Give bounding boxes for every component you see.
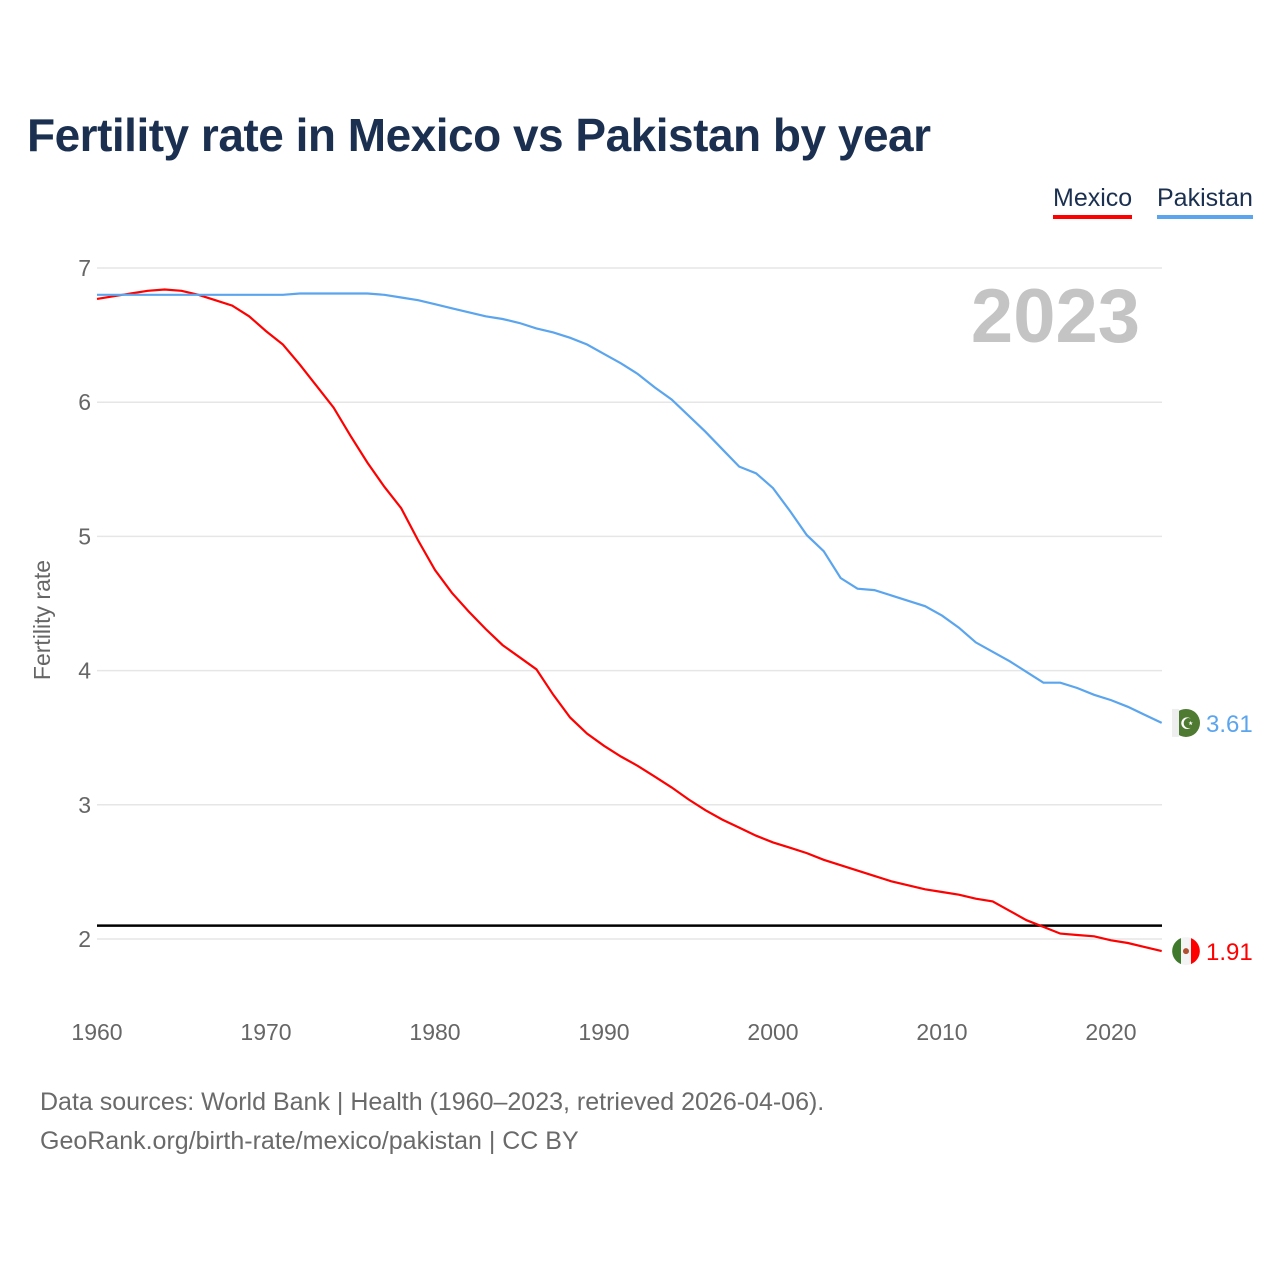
- y-tick-label: 2: [78, 926, 91, 952]
- x-tick-label: 2000: [747, 1019, 798, 1045]
- y-tick-label: 7: [78, 255, 91, 281]
- legend-pakistan[interactable]: Pakistan: [1157, 184, 1253, 219]
- crescent-icon: ☪: [1180, 716, 1194, 733]
- x-tick-label: 1990: [578, 1019, 629, 1045]
- pakistan-flag-stripe: [1172, 708, 1179, 737]
- x-tick-label: 1960: [71, 1019, 122, 1045]
- end-value-label-mexico: 1.91: [1206, 939, 1253, 966]
- y-tick-label: 3: [78, 792, 91, 818]
- mexico-emblem: [1183, 948, 1189, 955]
- x-tick-label: 2020: [1085, 1019, 1136, 1045]
- y-tick-label: 6: [78, 389, 91, 415]
- series-line-pakistan: [97, 292, 1163, 724]
- series-line-mexico: [96, 288, 1162, 953]
- mexico-flag-red: [1191, 938, 1200, 965]
- x-tick-label: 2010: [916, 1019, 967, 1045]
- chart-title: Fertility rate in Mexico vs Pakistan by …: [27, 109, 931, 161]
- y-axis-label: Fertility rate: [29, 560, 55, 680]
- x-tick-label: 1980: [409, 1019, 460, 1045]
- y-tick-label: 4: [78, 658, 91, 684]
- source-note: Data sources: World Bank | Health (1960–…: [40, 1088, 825, 1116]
- y-tick-label: 5: [78, 523, 91, 549]
- credit-note: GeoRank.org/birth-rate/mexico/pakistan |…: [40, 1127, 579, 1155]
- mexico-flag-green: [1172, 938, 1181, 965]
- end-value-label-pakistan: 3.61: [1206, 711, 1253, 738]
- x-tick-label: 1970: [240, 1019, 291, 1045]
- year-watermark: 2023: [971, 274, 1140, 359]
- legend-mexico[interactable]: Mexico: [1053, 184, 1133, 219]
